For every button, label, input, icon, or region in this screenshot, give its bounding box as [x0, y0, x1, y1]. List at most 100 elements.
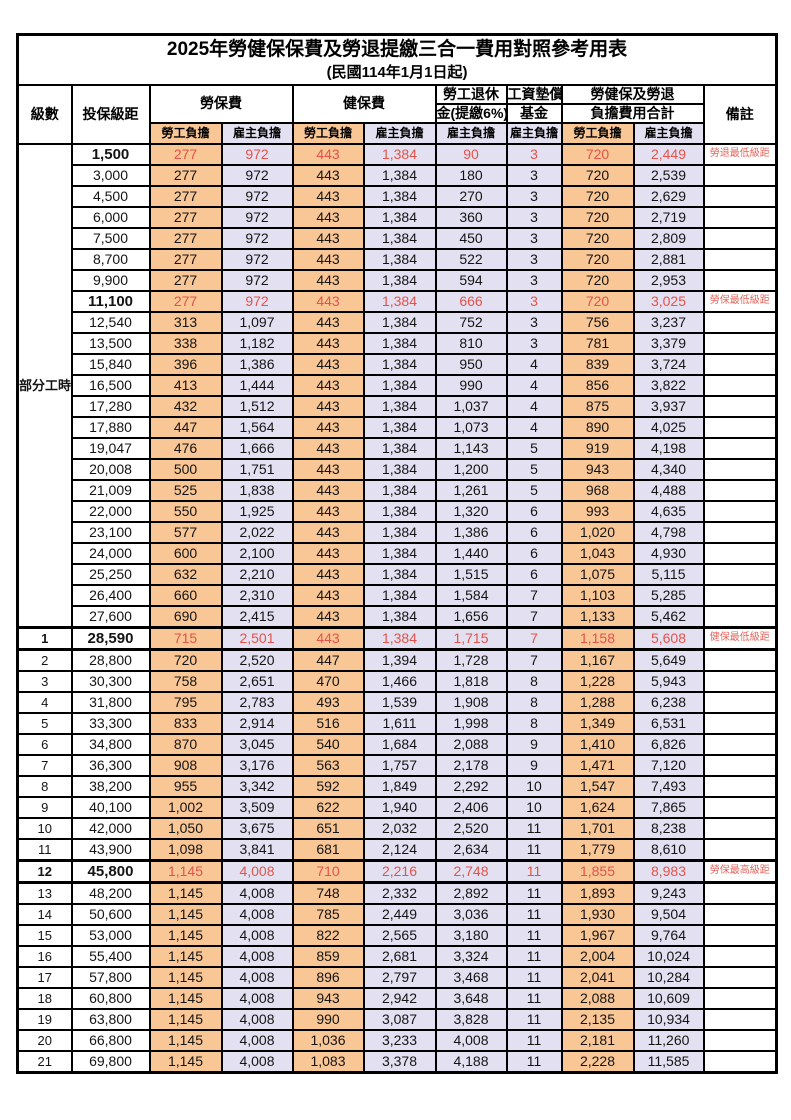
value-cell: 11	[505, 858, 563, 884]
value-cell: 277	[148, 205, 223, 229]
value-cell: 7	[505, 648, 563, 672]
value-cell: 1,930	[560, 902, 635, 926]
value-cell: 622	[291, 795, 365, 819]
level-cell: 5	[16, 711, 73, 735]
bracket-cell: 22,000	[70, 499, 151, 523]
bracket-cell: 66,800	[70, 1028, 151, 1052]
value-cell: 1,624	[560, 795, 635, 819]
value-cell: 11	[505, 816, 563, 840]
value-cell: 1,547	[560, 774, 635, 798]
remark-cell	[702, 184, 778, 208]
value-cell: 1,656	[434, 604, 508, 628]
value-cell: 2,088	[560, 986, 635, 1010]
value-cell: 1,384	[362, 478, 437, 502]
remark-cell: 勞保最高級距	[702, 858, 778, 884]
value-cell: 2,520	[220, 648, 294, 672]
value-cell: 1,384	[362, 604, 437, 628]
value-cell: 443	[291, 499, 365, 523]
table-row: 5 33,300 833 2,914 516 1,611 1,998 8 1,349 6,531	[16, 711, 778, 735]
level-cell: 1	[16, 625, 73, 651]
value-cell: 4,008	[220, 923, 294, 947]
value-cell: 1,384	[362, 373, 437, 397]
value-cell: 2,651	[220, 669, 294, 693]
value-cell: 9,504	[632, 902, 705, 926]
value-cell: 1,751	[220, 457, 294, 481]
value-cell: 2,634	[434, 837, 508, 861]
value-cell: 2,449	[632, 142, 705, 166]
value-cell: 781	[560, 331, 635, 355]
value-cell: 6,238	[632, 690, 705, 714]
value-cell: 1,684	[362, 732, 437, 756]
table-row: 23,100 577 2,022 443 1,384 1,386 6 1,020 4,798	[18, 520, 778, 544]
value-cell: 450	[434, 226, 508, 250]
header-bracket: 投保級距	[70, 83, 151, 145]
bracket-cell: 3,000	[70, 163, 151, 187]
value-cell: 2,022	[220, 520, 294, 544]
header-row-3: 勞工負擔 雇主負擔 勞工負擔 雇主負擔 雇主負擔 雇主負擔 勞工負擔 雇主負擔	[18, 121, 777, 145]
header-employer-share: 雇主負擔	[362, 121, 437, 145]
remark-cell	[702, 816, 778, 840]
value-cell: 11	[505, 965, 563, 989]
table-row: 21 69,800 1,145 4,008 1,083 3,378 4,188 11 2,228…	[16, 1049, 778, 1073]
value-cell: 3	[505, 331, 563, 355]
level-cell: 6	[16, 732, 73, 756]
value-cell: 1,515	[434, 562, 508, 586]
remark-cell	[702, 711, 778, 735]
value-cell: 4,025	[632, 415, 705, 439]
value-cell: 3,324	[434, 944, 508, 968]
premium-table: 2025年勞健保保費及勞退提繳三合一費用對照參考用表 (民國114年1月1日起)…	[16, 33, 779, 1074]
value-cell: 11	[505, 837, 563, 861]
value-cell: 5,462	[632, 604, 705, 628]
level-cell: 3	[16, 669, 73, 693]
value-cell: 338	[148, 331, 223, 355]
value-cell: 443	[291, 310, 365, 334]
value-cell: 500	[148, 457, 223, 481]
value-cell: 2,100	[220, 541, 294, 565]
value-cell: 2,809	[632, 226, 705, 250]
bracket-cell: 8,700	[70, 247, 151, 271]
table-row: 24,000 600 2,100 443 1,384 1,440 6 1,043 4,930	[18, 541, 778, 565]
value-cell: 3,087	[362, 1007, 437, 1031]
table-row: 13 48,200 1,145 4,008 748 2,332 2,892 11 1,893 9,…	[16, 881, 778, 905]
value-cell: 1,757	[362, 753, 437, 777]
value-cell: 8	[505, 669, 563, 693]
remark-cell	[702, 478, 778, 502]
value-cell: 2,292	[434, 774, 508, 798]
bracket-cell: 23,100	[70, 520, 151, 544]
value-cell: 1,838	[220, 478, 294, 502]
value-cell: 1,394	[362, 648, 437, 672]
value-cell: 1,384	[362, 226, 437, 250]
value-cell: 972	[220, 289, 294, 313]
bracket-cell: 11,100	[70, 289, 151, 313]
value-cell: 1,384	[362, 205, 437, 229]
table-row: 部分工時 1,500 277 972 443 1,384 90 3 720 2,449 勞退最低級距	[16, 142, 778, 628]
value-cell: 7	[505, 583, 563, 607]
value-cell: 1,167	[560, 648, 635, 672]
value-cell: 1,384	[362, 562, 437, 586]
value-cell: 720	[560, 247, 635, 271]
value-cell: 748	[291, 881, 365, 905]
value-cell: 525	[148, 478, 223, 502]
value-cell: 1,103	[560, 583, 635, 607]
bracket-cell: 48,200	[70, 881, 151, 905]
value-cell: 1,384	[362, 142, 437, 166]
remark-cell	[702, 331, 778, 355]
remark-cell	[702, 394, 778, 418]
value-cell: 651	[291, 816, 365, 840]
level-cell: 13	[16, 881, 73, 905]
value-cell: 1,145	[148, 986, 223, 1010]
bracket-cell: 12,540	[70, 310, 151, 334]
table-row: 27,600 690 2,415 443 1,384 1,656 7 1,133 5,462	[18, 604, 778, 628]
value-cell: 758	[148, 669, 223, 693]
level-cell: 18	[16, 986, 73, 1010]
value-cell: 4,930	[632, 541, 705, 565]
value-cell: 8,610	[632, 837, 705, 861]
header-total-line2: 負擔費用合計	[560, 102, 705, 124]
remark-cell: 勞退最低級距	[702, 142, 778, 166]
value-cell: 11	[505, 902, 563, 926]
value-cell: 2,892	[434, 881, 508, 905]
value-cell: 3	[505, 289, 563, 313]
value-cell: 1,410	[560, 732, 635, 756]
value-cell: 7,493	[632, 774, 705, 798]
value-cell: 972	[220, 226, 294, 250]
